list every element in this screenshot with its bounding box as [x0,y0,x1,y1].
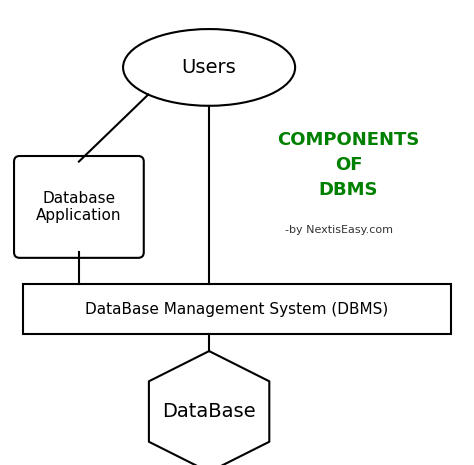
Text: -by NextisEasy.com: -by NextisEasy.com [285,225,393,235]
Text: Users: Users [182,58,237,77]
Text: DataBase: DataBase [162,402,256,421]
Text: Database
Application: Database Application [36,191,122,223]
Text: COMPONENTS
OF
DBMS: COMPONENTS OF DBMS [277,131,420,199]
Bar [23,284,451,334]
Text: DataBase Management System (DBMS): DataBase Management System (DBMS) [85,302,389,317]
